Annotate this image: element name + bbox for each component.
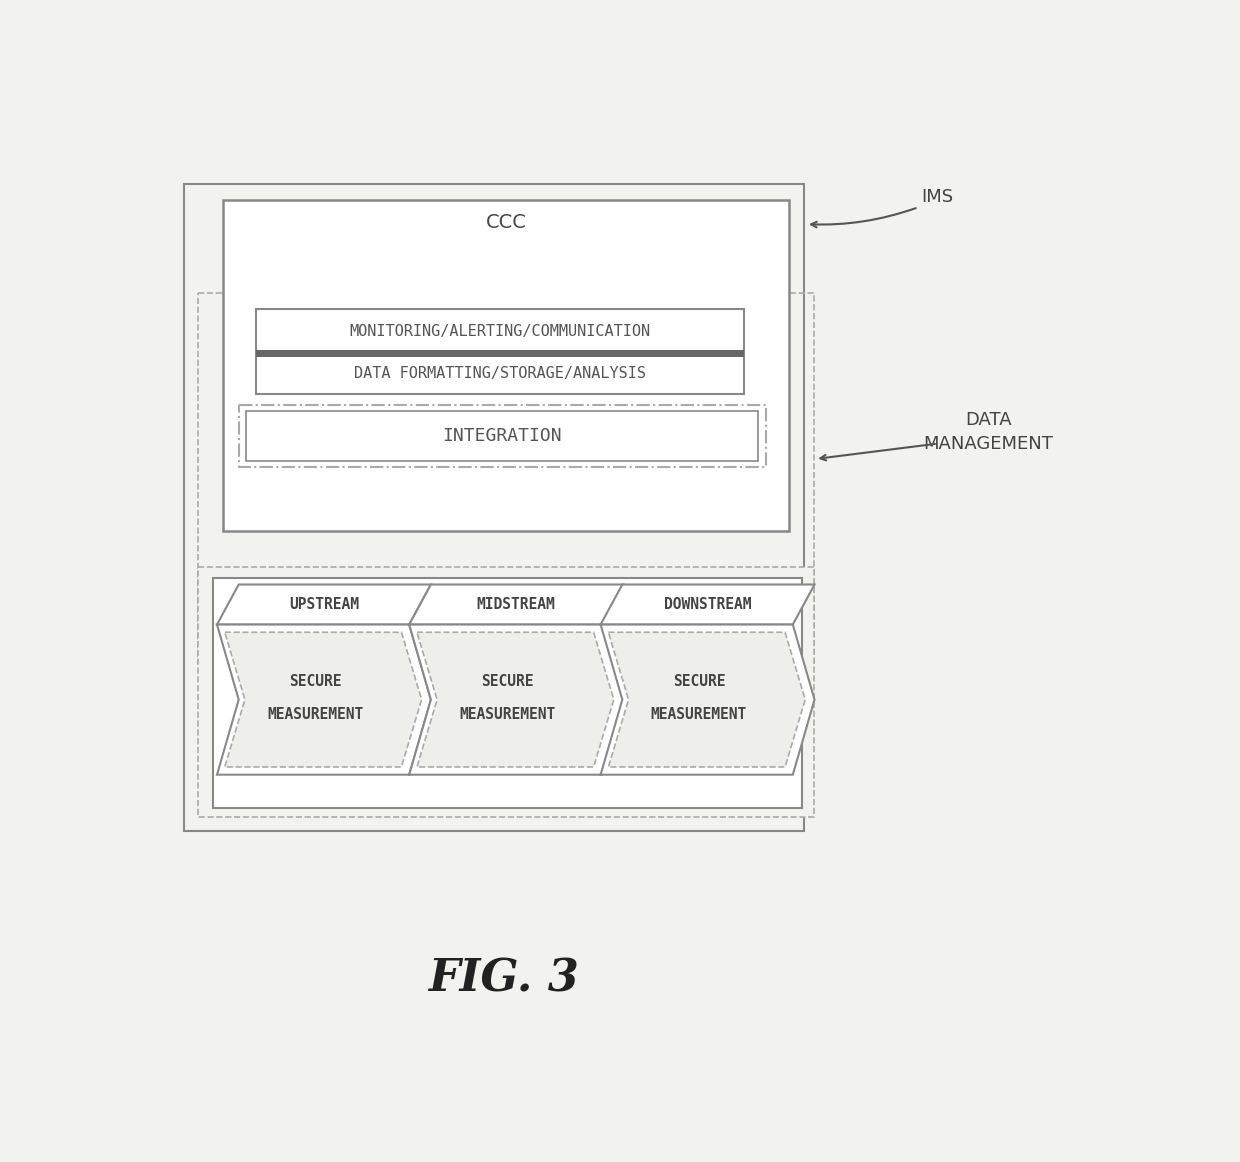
Text: FIG. 3: FIG. 3 (428, 957, 579, 1000)
Text: SECURE: SECURE (672, 674, 725, 689)
Polygon shape (217, 584, 432, 624)
Text: DOWNSTREAM: DOWNSTREAM (663, 597, 751, 612)
Polygon shape (600, 584, 815, 624)
Text: DATA
MANAGEMENT: DATA MANAGEMENT (924, 411, 1053, 453)
Text: DATA FORMATTING/STORAGE/ANALYSIS: DATA FORMATTING/STORAGE/ANALYSIS (353, 366, 646, 381)
Bar (185, 184, 805, 831)
Bar (255, 350, 744, 357)
Polygon shape (600, 624, 815, 775)
Polygon shape (409, 584, 624, 624)
Polygon shape (417, 632, 614, 767)
Polygon shape (409, 624, 624, 775)
Polygon shape (609, 632, 805, 767)
Text: MEASUREMENT: MEASUREMENT (267, 708, 363, 722)
Text: MEASUREMENT: MEASUREMENT (459, 708, 556, 722)
Text: MIDSTREAM: MIDSTREAM (476, 597, 556, 612)
Text: SECURE: SECURE (289, 674, 341, 689)
Text: SECURE: SECURE (481, 674, 533, 689)
Text: UPSTREAM: UPSTREAM (289, 597, 358, 612)
Bar (247, 411, 758, 460)
Text: MONITORING/ALERTING/COMMUNICATION: MONITORING/ALERTING/COMMUNICATION (350, 324, 651, 338)
Polygon shape (224, 632, 422, 767)
Bar (197, 294, 813, 664)
Text: INTEGRATION: INTEGRATION (443, 426, 562, 445)
Bar (238, 406, 766, 467)
Text: IMS: IMS (921, 188, 954, 206)
Bar (197, 567, 813, 817)
Bar (213, 579, 802, 808)
Bar (223, 200, 789, 531)
Text: MEASUREMENT: MEASUREMENT (651, 708, 746, 722)
Polygon shape (217, 624, 432, 775)
Text: CCC: CCC (486, 213, 527, 232)
Bar (255, 309, 744, 394)
